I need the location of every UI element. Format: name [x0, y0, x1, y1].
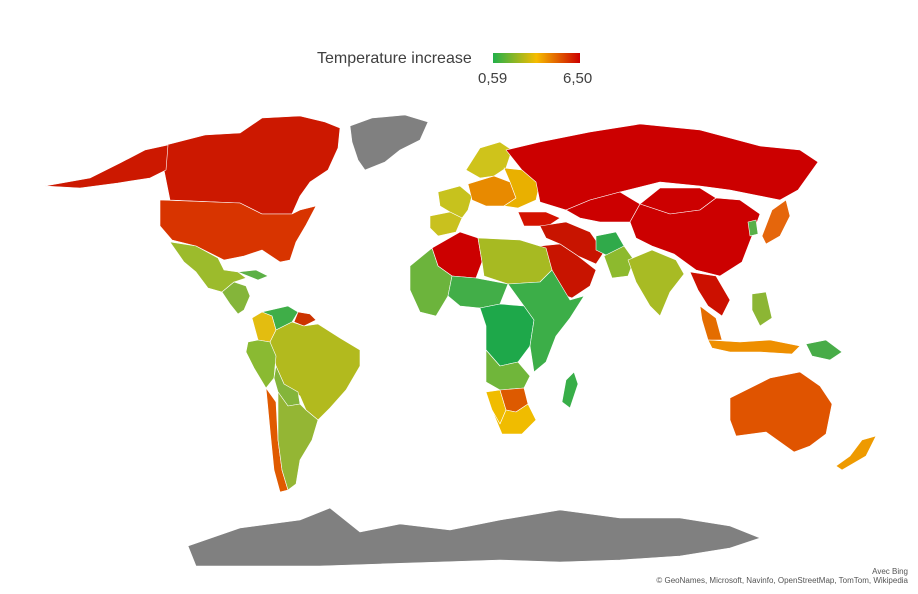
legend-title: Temperature increase	[317, 50, 472, 67]
region-australia	[729, 371, 833, 453]
region-united-states	[159, 199, 317, 263]
region-cuba	[237, 269, 269, 281]
region-madagascar	[561, 371, 579, 409]
region-western-europe	[437, 185, 473, 219]
region-malaysia	[699, 305, 723, 341]
region-north-africa	[477, 237, 553, 285]
region-papua-new-guinea	[805, 339, 843, 361]
region-greenland	[349, 114, 429, 171]
region-antarctica	[187, 507, 761, 567]
region-south-africa	[491, 403, 537, 435]
map-attribution-credits: © GeoNames, Microsoft, Navinfo, OpenStre…	[656, 576, 908, 585]
region-central-america	[221, 281, 251, 315]
legend-min-label: 0,59	[478, 70, 508, 87]
region-east-africa	[507, 269, 585, 373]
region-central-africa	[479, 303, 535, 367]
region-russia	[505, 123, 819, 211]
region-india	[627, 249, 685, 317]
region-central-europe	[467, 175, 517, 207]
region-angola	[485, 349, 531, 391]
region-indonesia	[707, 339, 801, 355]
region-southeast-asia	[689, 271, 731, 317]
region-japan	[761, 199, 791, 245]
region-middle-east	[539, 221, 605, 265]
region-turkey	[517, 211, 561, 227]
legend-max-label: 6,50	[563, 70, 593, 87]
legend-color-scale	[493, 53, 580, 63]
region-korea	[747, 219, 759, 237]
region-new-zealand	[835, 435, 877, 471]
region-argentina	[277, 391, 319, 491]
region-scandinavia	[465, 141, 513, 179]
region-philippines	[751, 291, 773, 327]
map-attribution-provider: Avec Bing	[872, 567, 908, 576]
region-guyana	[293, 311, 317, 327]
region-iberia	[429, 211, 463, 237]
region-canada	[163, 115, 341, 215]
region-china	[629, 197, 761, 277]
region-mexico	[169, 241, 247, 293]
region-peru	[245, 339, 277, 389]
region-alaska	[44, 144, 169, 189]
